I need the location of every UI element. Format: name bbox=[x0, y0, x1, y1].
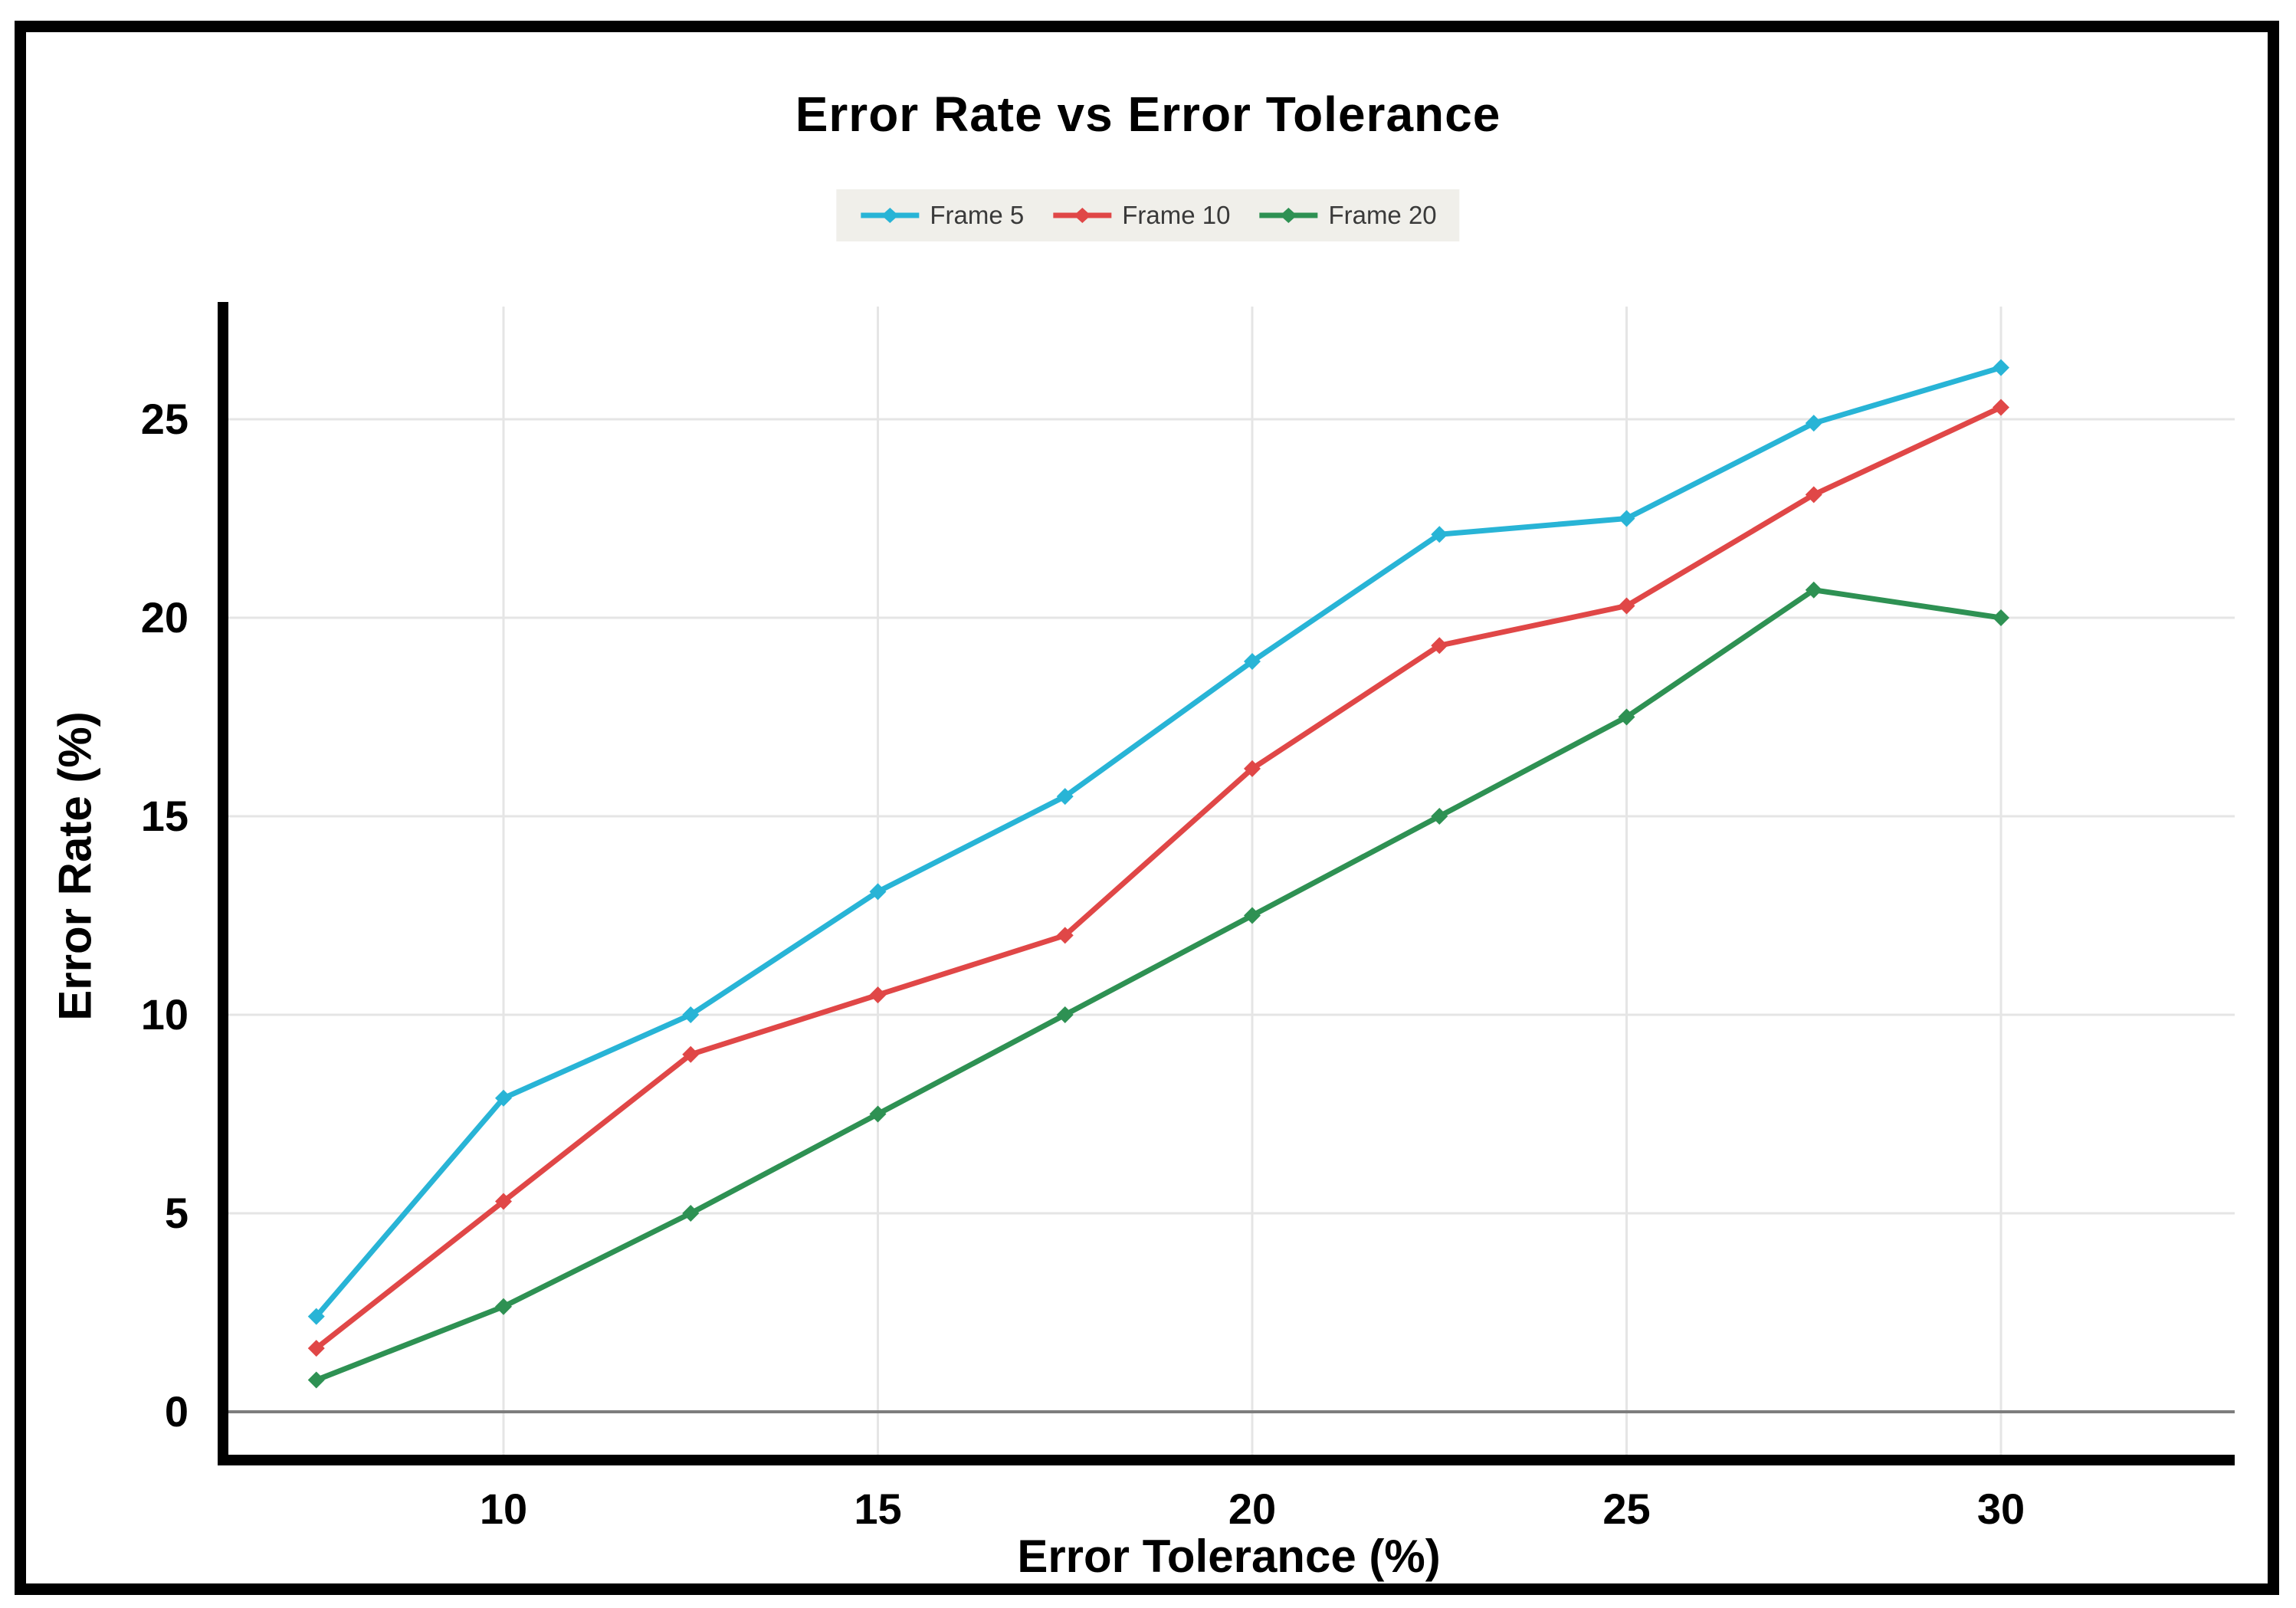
y-tick-label: 0 bbox=[165, 1387, 189, 1436]
data-point-marker-frame-5 bbox=[869, 883, 887, 901]
data-point-marker-frame-10 bbox=[1431, 637, 1448, 655]
legend-item-frame-10[interactable]: Frame 10 bbox=[1051, 201, 1230, 230]
y-tick-label: 5 bbox=[165, 1189, 189, 1237]
legend: Frame 5 Frame 10 Frame 20 bbox=[836, 189, 1460, 241]
x-tick-label: 15 bbox=[854, 1485, 901, 1533]
data-point-marker-frame-10 bbox=[1056, 927, 1074, 944]
data-point-marker-frame-10 bbox=[1244, 760, 1261, 777]
data-point-marker-frame-5 bbox=[1618, 510, 1635, 527]
data-point-marker-frame-5 bbox=[1431, 526, 1448, 543]
data-point-marker-frame-20 bbox=[869, 1105, 887, 1123]
data-point-marker-frame-10 bbox=[1993, 399, 2009, 416]
x-axis-label: Error Tolerance (%) bbox=[1017, 1531, 1441, 1582]
y-tick-label: 10 bbox=[141, 990, 189, 1039]
data-point-marker-frame-5 bbox=[1805, 415, 1822, 432]
data-point-marker-frame-5 bbox=[1993, 359, 2009, 376]
data-point-marker-frame-10 bbox=[307, 1340, 325, 1357]
data-point-marker-frame-20 bbox=[1993, 609, 2009, 626]
data-point-marker-frame-10 bbox=[1805, 486, 1822, 504]
data-point-marker-frame-20 bbox=[495, 1298, 512, 1315]
legend-item-frame-20[interactable]: Frame 20 bbox=[1258, 201, 1437, 230]
data-point-marker-frame-20 bbox=[682, 1205, 700, 1222]
data-point-marker-frame-10 bbox=[495, 1193, 512, 1210]
legend-line-marker-icon bbox=[1053, 208, 1112, 223]
x-tick-label: 10 bbox=[480, 1485, 527, 1533]
series-line-frame-10 bbox=[313, 404, 2004, 1351]
y-tick-label: 25 bbox=[141, 395, 189, 443]
legend-item-frame-5[interactable]: Frame 5 bbox=[859, 201, 1024, 230]
data-point-marker-frame-5 bbox=[682, 1006, 700, 1023]
data-point-marker-frame-20 bbox=[1431, 808, 1448, 825]
data-point-marker-frame-5 bbox=[1244, 652, 1261, 670]
data-point-marker-frame-10 bbox=[682, 1045, 700, 1063]
y-tick-label: 15 bbox=[141, 792, 189, 840]
x-axis-spine bbox=[218, 1455, 2235, 1465]
data-point-marker-frame-5 bbox=[495, 1089, 512, 1107]
data-point-marker-frame-10 bbox=[1618, 597, 1635, 615]
chart-title: Error Rate vs Error Tolerance bbox=[795, 87, 1501, 142]
x-tick-label: 25 bbox=[1602, 1485, 1650, 1533]
data-point-marker-frame-5 bbox=[1056, 788, 1074, 806]
data-point-marker-frame-10 bbox=[869, 986, 887, 1004]
y-tick-label: 20 bbox=[141, 593, 189, 642]
data-point-marker-frame-20 bbox=[1618, 708, 1635, 726]
legend-line-marker-icon bbox=[861, 208, 920, 223]
data-point-marker-frame-20 bbox=[1805, 581, 1822, 599]
data-point-marker-frame-5 bbox=[307, 1308, 325, 1325]
legend-line-marker-icon bbox=[1259, 208, 1318, 223]
data-point-marker-frame-20 bbox=[1056, 1006, 1074, 1023]
x-tick-label: 30 bbox=[1977, 1485, 2025, 1533]
y-axis-spine bbox=[218, 302, 228, 1465]
data-point-marker-frame-20 bbox=[307, 1371, 325, 1389]
legend-label: Frame 20 bbox=[1328, 201, 1437, 229]
legend-label: Frame 5 bbox=[930, 201, 1025, 229]
x-tick-label: 20 bbox=[1228, 1485, 1276, 1533]
legend-label: Frame 10 bbox=[1122, 201, 1231, 229]
series-line-frame-20 bbox=[313, 587, 2004, 1383]
series-line-frame-5 bbox=[313, 365, 2004, 1320]
data-point-marker-frame-20 bbox=[1244, 907, 1261, 924]
